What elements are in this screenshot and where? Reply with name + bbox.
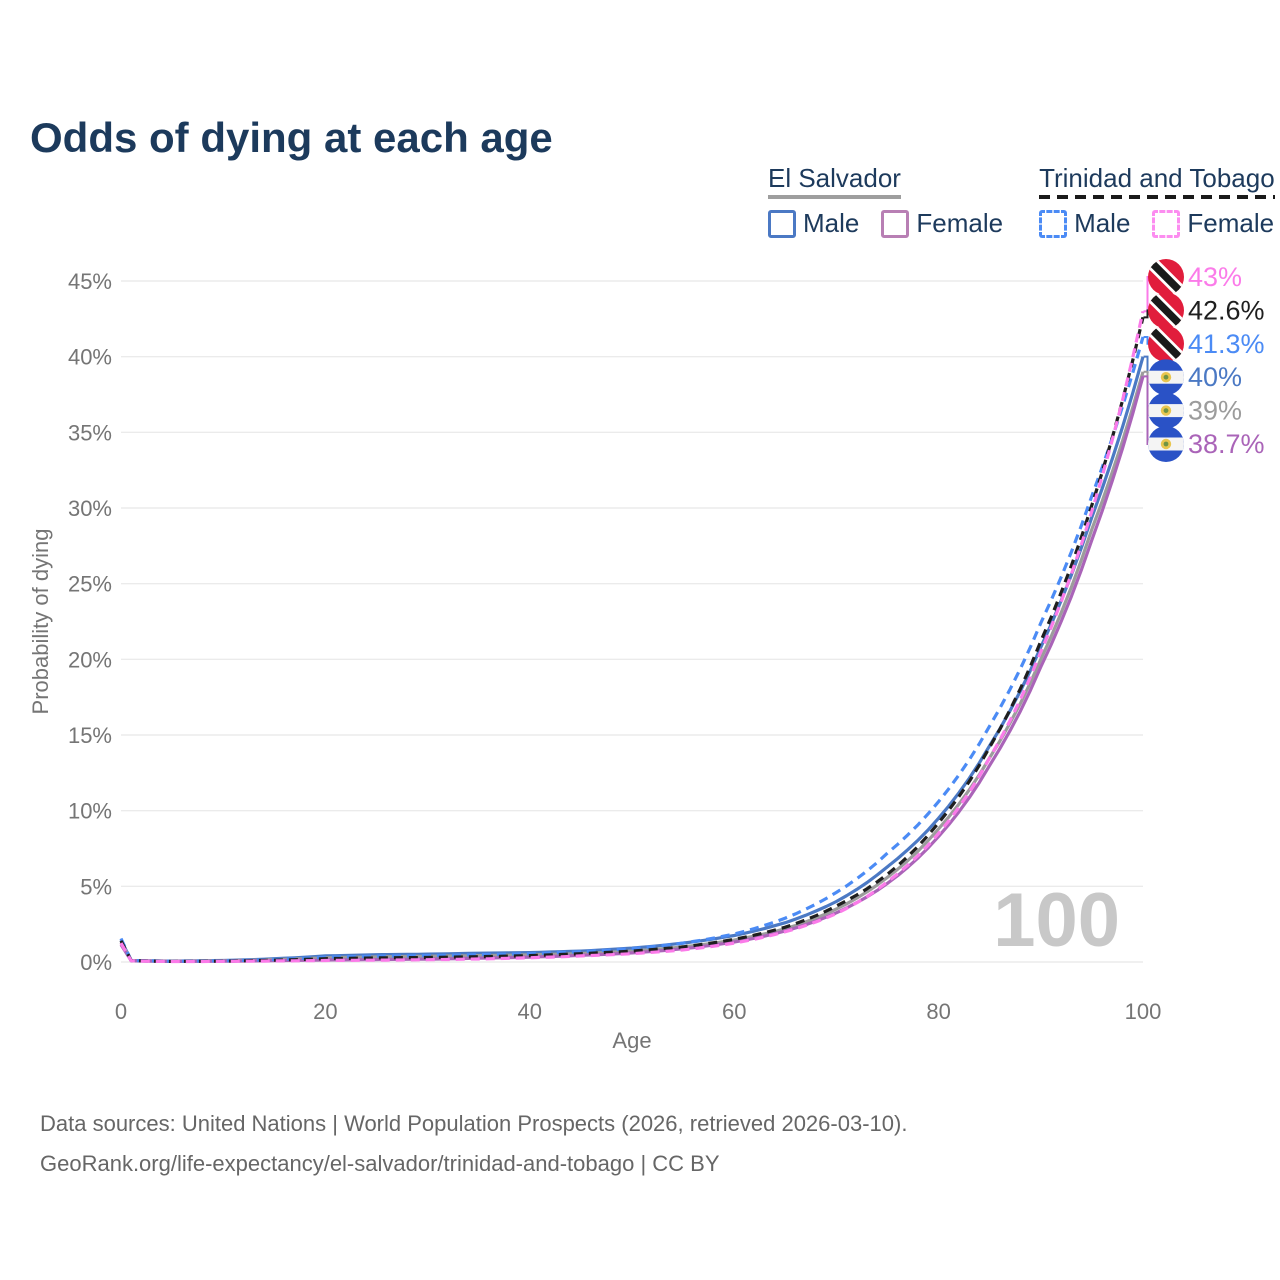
x-tick-label: 40 bbox=[518, 999, 542, 1024]
trinidad-and-tobago-flag-icon bbox=[1148, 325, 1184, 362]
legend-item-label: Male bbox=[1074, 208, 1131, 238]
legend-items-trinidad-and-tobago: Male Female bbox=[1039, 208, 1275, 239]
el-salvador-flag-icon bbox=[1148, 426, 1184, 462]
legend: El Salvador Male Female Trinidad and Tob… bbox=[768, 164, 1275, 239]
footer: Data sources: United Nations | World Pop… bbox=[40, 1104, 907, 1184]
end-value-label: 38.7% bbox=[1188, 429, 1265, 459]
checkbox-es-female-icon[interactable] bbox=[881, 209, 910, 238]
legend-item-tt-male[interactable]: Male bbox=[1039, 208, 1130, 239]
x-tick-label: 80 bbox=[926, 999, 950, 1024]
checkbox-tt-male-icon[interactable] bbox=[1039, 209, 1068, 238]
flag-band-black bbox=[1148, 326, 1184, 361]
checkbox-tt-female-icon[interactable] bbox=[1152, 209, 1181, 238]
series-line-both-sexes-tt bbox=[119, 316, 1145, 963]
y-axis-title: Probability of dying bbox=[28, 529, 53, 715]
y-tick-label: 20% bbox=[68, 647, 112, 672]
end-value-label: 40% bbox=[1188, 362, 1242, 392]
y-tick-label: 30% bbox=[68, 496, 112, 521]
y-tick-label: 10% bbox=[68, 799, 112, 824]
series-line-both-sexes-sv bbox=[119, 371, 1145, 963]
y-tick-label: 45% bbox=[68, 269, 112, 294]
el-salvador-flag-icon bbox=[1148, 392, 1184, 429]
y-tick-label: 40% bbox=[68, 345, 112, 370]
age-watermark: 100 bbox=[993, 878, 1120, 963]
legend-country-el-salvador[interactable]: El Salvador bbox=[768, 164, 901, 199]
end-value-label: 42.6% bbox=[1188, 295, 1265, 325]
series-line-male-tt bbox=[119, 336, 1145, 963]
legend-country-label: Trinidad and Tobago bbox=[1039, 163, 1275, 193]
legend-country-trinidad-and-tobago[interactable]: Trinidad and Tobago bbox=[1039, 164, 1275, 199]
y-tick-label: 35% bbox=[68, 420, 112, 445]
legend-group-trinidad-and-tobago: Trinidad and Tobago Male Female bbox=[1039, 164, 1275, 239]
legend-item-label: Male bbox=[803, 208, 860, 238]
data-sources-text: Data sources: United Nations | World Pop… bbox=[40, 1111, 908, 1136]
end-value-label: 43% bbox=[1188, 262, 1242, 292]
checkbox-es-male-icon[interactable] bbox=[768, 209, 796, 238]
y-tick-label: 15% bbox=[68, 723, 112, 748]
el-salvador-flag-icon bbox=[1148, 359, 1184, 396]
series-line-female-tt bbox=[119, 310, 1145, 964]
flag-emblem-center bbox=[1163, 408, 1169, 413]
legend-item-es-female[interactable]: Female bbox=[881, 208, 1003, 239]
legend-group-el-salvador: El Salvador Male Female bbox=[768, 164, 1003, 239]
flag-band-black bbox=[1148, 259, 1184, 295]
legend-items-el-salvador: Male Female bbox=[768, 208, 1003, 239]
end-value-label: 41.3% bbox=[1188, 329, 1265, 359]
trinidad-and-tobago-flag-icon bbox=[1148, 259, 1184, 295]
flag-emblem-center bbox=[1163, 441, 1169, 447]
trinidad-and-tobago-flag-icon bbox=[1148, 292, 1184, 329]
legend-country-label: El Salvador bbox=[768, 163, 901, 193]
end-value-label: 39% bbox=[1188, 396, 1242, 426]
y-tick-label: 25% bbox=[68, 572, 112, 597]
chart-title: Odds of dying at each age bbox=[30, 114, 553, 162]
x-tick-label: 100 bbox=[1125, 999, 1162, 1024]
x-tick-label: 0 bbox=[115, 999, 127, 1024]
legend-item-label: Female bbox=[1187, 208, 1275, 238]
legend-item-label: Female bbox=[916, 208, 1004, 238]
attribution-url-text: GeoRank.org/life-expectancy/el-salvador/… bbox=[40, 1151, 720, 1176]
flag-band-black bbox=[1148, 293, 1184, 328]
legend-underline-solid bbox=[768, 195, 901, 199]
y-tick-label: 5% bbox=[80, 874, 112, 899]
x-tick-label: 60 bbox=[722, 999, 746, 1024]
x-tick-label: 20 bbox=[313, 999, 337, 1024]
y-tick-label: 0% bbox=[80, 950, 112, 975]
legend-underline-dashed bbox=[1039, 195, 1275, 199]
x-axis-title: Age bbox=[612, 1028, 651, 1053]
legend-item-es-male[interactable]: Male bbox=[768, 208, 859, 239]
series-line-female-sv bbox=[119, 375, 1145, 963]
flag-emblem-center bbox=[1163, 374, 1169, 380]
legend-item-tt-female[interactable]: Female bbox=[1152, 208, 1274, 239]
